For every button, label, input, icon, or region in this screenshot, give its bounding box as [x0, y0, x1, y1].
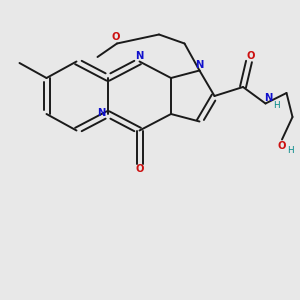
Text: O: O — [111, 32, 120, 43]
Text: N: N — [135, 51, 144, 61]
Text: O: O — [135, 164, 144, 174]
Text: N: N — [264, 93, 273, 103]
Text: N: N — [195, 60, 204, 70]
Text: H: H — [287, 146, 294, 155]
Text: N: N — [97, 107, 106, 118]
Text: O: O — [278, 141, 286, 151]
Text: H: H — [274, 100, 280, 109]
Text: O: O — [246, 51, 255, 61]
